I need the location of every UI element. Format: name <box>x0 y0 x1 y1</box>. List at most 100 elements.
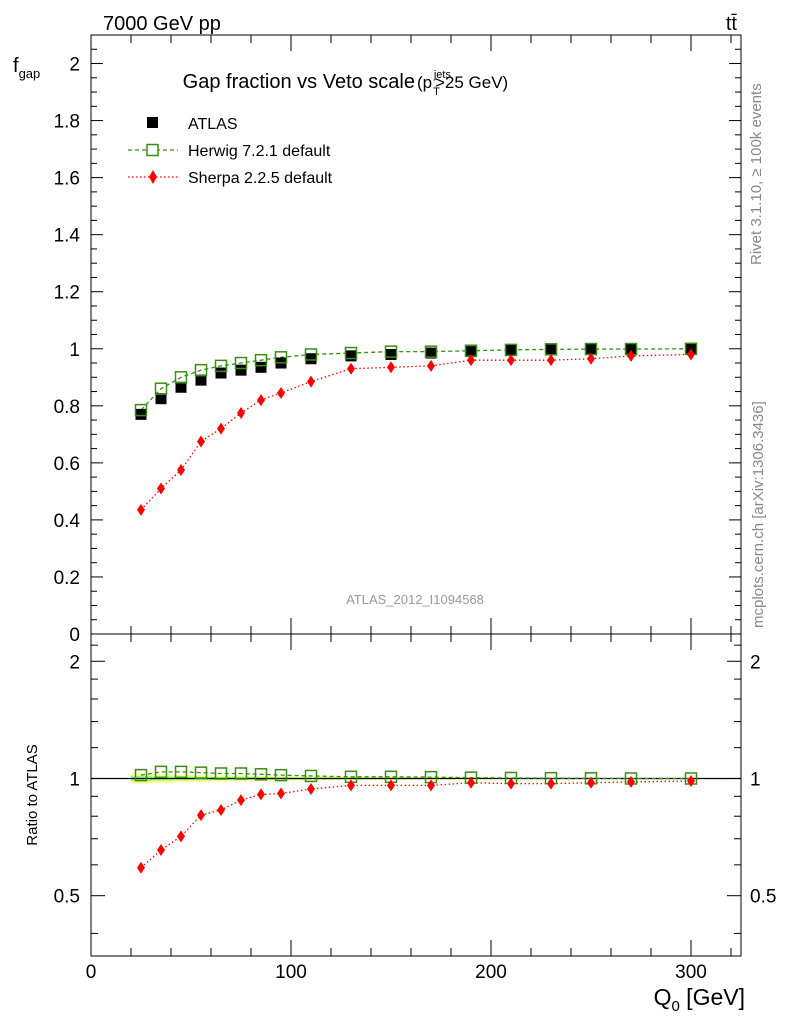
sherpa-point <box>427 359 435 372</box>
herwig-point <box>214 359 228 373</box>
sherpa-point <box>467 354 475 367</box>
y-tick-label: 0.6 <box>54 454 80 475</box>
sherpa-point <box>547 354 555 367</box>
y-tick-label: 1.6 <box>54 169 80 190</box>
y-tick-label: 0.2 <box>54 568 80 589</box>
y-tick-label: 1.4 <box>54 226 81 247</box>
sherpa-point <box>137 503 145 516</box>
sherpa-ratio-point <box>197 809 205 822</box>
herwig-point <box>134 403 148 417</box>
x-axis-label: Q0 [GeV] <box>654 984 745 1015</box>
y-tick-label: 1 <box>69 340 80 361</box>
atlas-point <box>155 393 167 405</box>
ratio-y-tick-label-right: 1 <box>750 769 761 790</box>
sherpa-ratio-point <box>387 779 395 792</box>
herwig-point <box>174 371 188 384</box>
x-tick-label: 200 <box>475 962 507 983</box>
sherpa-point <box>277 386 285 399</box>
legend-sherpa-label: Sherpa 2.2.5 default <box>188 170 333 187</box>
legend-herwig-label: Herwig 7.2.1 default <box>188 143 331 160</box>
atlas-point <box>235 364 247 376</box>
process-label: tt̄ <box>726 13 738 35</box>
chart-title-cut: (pTjets>25 GeV) <box>417 69 508 98</box>
analysis-watermark: ATLAS_2012_I1094568 <box>346 592 484 607</box>
beam-label: 7000 GeV pp <box>103 13 221 35</box>
atlas-point <box>255 361 267 373</box>
sherpa-ratio-point <box>137 861 145 874</box>
sherpa-ratio-point <box>307 782 315 795</box>
sherpa-ratio-point <box>507 777 515 790</box>
ratio-y-label: Ratio to ATLAS <box>24 744 41 845</box>
herwig-line <box>140 348 692 411</box>
atlas-point <box>465 346 477 358</box>
sherpa-ratio-point <box>687 775 695 788</box>
sherpa-ratio-point <box>347 779 355 792</box>
atlas-point <box>505 344 517 356</box>
ratio-y-tick-label: 1 <box>69 769 80 790</box>
legend-atlas-label: ATLAS <box>188 116 238 133</box>
x-tick-label: 0 <box>86 962 97 983</box>
x-tick-label: 300 <box>675 962 707 983</box>
sherpa-ratio-point <box>217 803 225 816</box>
atlas-point <box>195 374 207 386</box>
herwig-ratio-point <box>194 766 208 779</box>
herwig-ratio-point <box>234 767 248 780</box>
sherpa-ratio-point <box>587 776 595 789</box>
sherpa-ratio-point <box>427 779 435 792</box>
legend-sherpa-marker <box>149 170 157 184</box>
sherpa-ratio-point <box>467 776 475 789</box>
herwig-point <box>304 348 318 361</box>
rivet-label: Rivet 3.1.10, ≥ 100k events <box>748 83 765 265</box>
ratio-y-tick-label: 0.5 <box>54 887 80 908</box>
atlas-point <box>385 348 397 360</box>
herwig-ratio-line <box>140 771 691 780</box>
sherpa-point <box>217 422 225 435</box>
herwig-point <box>254 353 268 367</box>
herwig-point <box>274 351 288 364</box>
y-axis-label: fgap <box>13 55 40 81</box>
ratio-frame <box>90 633 742 957</box>
herwig-point <box>194 363 208 377</box>
atlas-point <box>345 350 357 362</box>
sherpa-ratio-point <box>277 787 285 800</box>
sherpa-ratio-line <box>140 780 692 869</box>
ratio-y-tick-label-right: 2 <box>750 652 761 673</box>
atlas-point <box>545 344 557 356</box>
sherpa-point <box>587 352 595 365</box>
sherpa-point <box>347 362 355 375</box>
ratio-panel: 0.5 0.5 1 1 2 2 0 100 200 300 <box>54 633 776 983</box>
y-tick-label: 1.8 <box>54 112 80 133</box>
legend-atlas-marker <box>147 117 158 128</box>
herwig-point <box>234 356 248 370</box>
atlas-point <box>585 343 597 355</box>
sherpa-point <box>687 348 695 361</box>
sherpa-point <box>197 435 205 448</box>
ratio-y-tick-label-right: 0.5 <box>750 887 776 908</box>
sherpa-point <box>237 406 245 419</box>
herwig-point <box>344 346 358 360</box>
legend-herwig-marker <box>146 143 159 157</box>
y-tick-label: 2 <box>69 55 80 76</box>
herwig-ratio-point <box>304 769 318 783</box>
sherpa-ratio-point <box>177 830 185 843</box>
chart-title: Gap fraction vs Veto scale <box>183 71 415 93</box>
herwig-ratio-point <box>254 768 268 781</box>
herwig-ratio-point <box>214 767 228 780</box>
herwig-point <box>154 382 168 395</box>
herwig-point <box>424 345 438 358</box>
sherpa-point <box>177 463 185 476</box>
sherpa-point <box>157 482 165 495</box>
atlas-point <box>305 353 317 365</box>
sherpa-ratio-point <box>257 788 265 801</box>
sherpa-ratio-point <box>627 775 635 788</box>
atlas-point <box>625 343 637 355</box>
atlas-point <box>135 408 147 420</box>
atlas-point <box>175 381 187 393</box>
sherpa-point <box>387 361 395 374</box>
atlas-point <box>425 347 437 359</box>
herwig-ratio-point <box>154 765 168 779</box>
herwig-point <box>384 345 398 358</box>
main-panel: 0 0.2 0.4 0.6 0.8 1 1.2 1.4 1.6 1.8 2 ATLAS_2012_I… <box>54 34 742 646</box>
sherpa-ratio-point <box>547 777 555 790</box>
